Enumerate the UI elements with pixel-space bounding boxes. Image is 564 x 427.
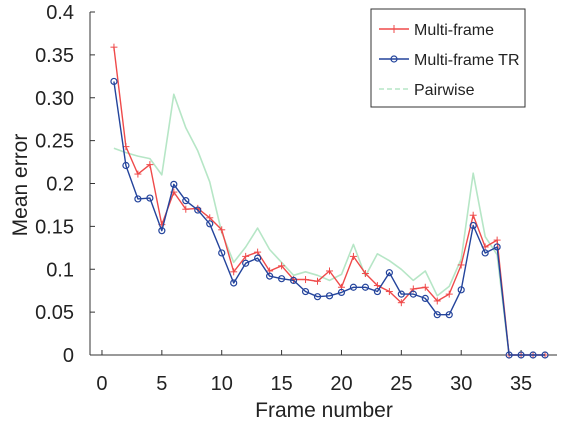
x-tick-label: 30: [450, 373, 472, 395]
legend-marker: [390, 55, 398, 63]
data-point: [385, 269, 393, 277]
data-point: [481, 249, 489, 257]
data-point: [110, 43, 118, 51]
y-tick-label: 0.35: [35, 45, 74, 67]
data-point: [170, 180, 178, 188]
data-point: [218, 249, 226, 257]
x-tick-label: 25: [390, 373, 412, 395]
data-point: [182, 205, 190, 213]
data-point: [146, 161, 154, 169]
data-point: [134, 195, 142, 203]
data-point: [457, 261, 465, 269]
data-point: [206, 220, 214, 228]
data-point: [445, 290, 453, 298]
data-point: [529, 351, 537, 359]
data-point: [313, 293, 322, 301]
data-point: [493, 236, 501, 244]
legend-entry-multi-frame: Multi-frame: [379, 22, 494, 39]
y-tick-label: 0.1: [46, 259, 74, 281]
data-point: [373, 282, 381, 290]
data-point: [218, 226, 226, 234]
y-tick-label: 0.15: [35, 216, 74, 238]
data-point: [457, 286, 465, 294]
chart-legend: Multi-frame Multi-frame TR Pairwise: [370, 8, 526, 108]
data-point: [505, 351, 513, 359]
data-point: [194, 206, 202, 214]
data-point: [349, 283, 358, 291]
data-point: [433, 297, 441, 305]
data-point: [134, 170, 142, 178]
data-point: [541, 351, 549, 359]
data-point: [301, 287, 310, 296]
x-tick-label: 35: [510, 373, 532, 395]
data-point: [469, 211, 477, 219]
data-point: [325, 267, 333, 275]
data-point: [230, 268, 238, 276]
series-pairwise: [113, 93, 545, 356]
y-tick-label: 0.25: [35, 131, 74, 153]
data-point: [289, 276, 298, 284]
data-point: [158, 227, 166, 235]
data-point: [266, 272, 274, 280]
data-point: [302, 276, 310, 284]
data-point: [373, 287, 381, 296]
legend-label: Pairwise: [414, 82, 475, 99]
data-point: [421, 283, 429, 291]
data-point: [314, 277, 322, 285]
data-point: [182, 197, 190, 205]
data-point: [361, 270, 369, 278]
series-line-pairwise: [113, 93, 545, 356]
data-point: [409, 290, 417, 298]
series-line-multi-frame-tr: [113, 81, 545, 356]
chart-axes: 0 0.05 0.1 0.15 0.2 0.25 0.30 0.35 0.4 0 5 10 15 20 25…: [35, 2, 557, 395]
legend-entry-multi-frame-tr: Multi-frame TR: [379, 52, 520, 69]
data-point: [421, 294, 429, 303]
data-point: [445, 311, 453, 319]
legend-label: Multi-frame TR: [414, 52, 520, 69]
data-point: [277, 275, 286, 283]
data-point: [337, 288, 346, 297]
data-point: [254, 254, 262, 262]
data-point: [349, 252, 357, 260]
y-tick-label: 0.4: [46, 2, 74, 24]
legend-label: Multi-frame: [414, 22, 494, 39]
data-point: [278, 262, 286, 270]
data-point: [493, 243, 501, 251]
data-point: [206, 214, 214, 222]
x-tick-label: 15: [270, 373, 292, 395]
data-point: [385, 288, 393, 296]
data-point: [517, 351, 525, 359]
data-point: [397, 290, 405, 298]
legend-entry-pairwise: Pairwise: [379, 82, 475, 99]
data-point: [242, 252, 250, 260]
chart-series: [110, 43, 549, 359]
data-point: [110, 77, 118, 86]
data-point: [433, 311, 441, 319]
data-point: [397, 299, 405, 307]
data-point: [325, 292, 334, 300]
x-tick-label: 5: [156, 373, 167, 395]
data-point: [361, 283, 370, 291]
data-point: [122, 161, 130, 170]
y-tick-label: 0: [63, 345, 74, 367]
y-tick-label: 0.05: [35, 302, 74, 324]
series-multi-frame-tr: [110, 77, 549, 359]
x-tick-label: 20: [330, 373, 352, 395]
x-tick-label: 10: [211, 373, 233, 395]
data-point: [254, 248, 262, 256]
x-tick-label: 0: [96, 373, 107, 395]
y-tick-label: 0.30: [35, 88, 74, 110]
y-tick-label: 0.2: [46, 174, 74, 196]
x-axis-label: Frame number: [255, 399, 393, 422]
data-point: [242, 259, 250, 267]
data-point: [230, 279, 238, 287]
y-axis-label: Mean error: [9, 134, 32, 237]
data-point: [469, 221, 477, 230]
data-point: [146, 194, 154, 202]
